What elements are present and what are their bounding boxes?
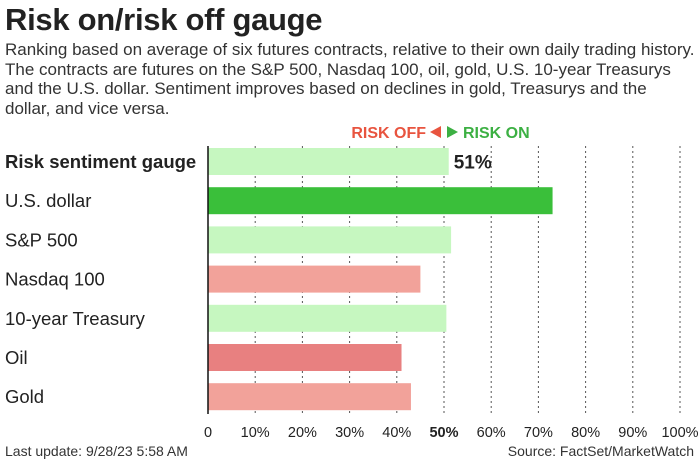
category-label: Nasdaq 100: [5, 269, 105, 290]
chart-subtitle: Ranking based on average of six futures …: [5, 40, 695, 118]
bar: [208, 383, 411, 411]
chart-title: Risk on/risk off gauge: [5, 2, 323, 37]
x-tick-label: 20%: [288, 425, 317, 441]
category-labels: Risk sentiment gauge U.S. dollar S&P 500 Na…: [5, 151, 196, 407]
category-label: U.S. dollar: [5, 190, 91, 211]
x-tick-label: 60%: [477, 425, 506, 441]
risk-on-arrow-icon: [447, 126, 458, 138]
category-label: Gold: [5, 386, 44, 407]
bar: [208, 226, 452, 254]
x-tick-label: 30%: [335, 425, 364, 441]
category-label: Oil: [5, 347, 28, 368]
x-tick-label: 80%: [571, 425, 600, 441]
risk-on-label: RISK ON: [463, 125, 530, 142]
x-tick-label: 40%: [382, 425, 411, 441]
x-tick-label: 10%: [241, 425, 270, 441]
category-label: Risk sentiment gauge: [5, 151, 196, 172]
last-update: Last update: 9/28/23 5:58 AM: [5, 443, 188, 459]
bar: [208, 265, 421, 293]
risk-legend: RISK OFF RISK ON: [351, 125, 529, 142]
source-credit: Source: FactSet/MarketWatch: [507, 443, 694, 459]
x-tick-label: 50%: [429, 425, 458, 441]
x-tick-label: 100%: [661, 425, 698, 441]
x-tick-label: 70%: [524, 425, 553, 441]
bar: [208, 187, 553, 215]
category-label: 10-year Treasury: [5, 308, 146, 329]
x-tick-label: 90%: [618, 425, 647, 441]
risk-off-label: RISK OFF: [351, 125, 426, 142]
x-axis-ticks: 0 10% 20% 30% 40% 50% 60% 70% 80% 90% 100%: [204, 425, 699, 441]
category-label: S&P 500: [5, 229, 78, 250]
x-tick-label: 0: [204, 425, 212, 441]
bars: [208, 148, 553, 411]
bar: [208, 148, 449, 175]
bar: [208, 304, 447, 332]
gauge-value-label: 51%: [454, 153, 492, 174]
risk-off-arrow-icon: [430, 126, 441, 138]
bar: [208, 344, 402, 371]
